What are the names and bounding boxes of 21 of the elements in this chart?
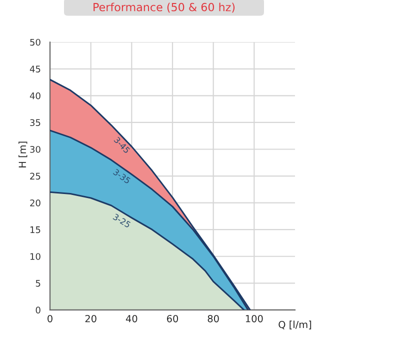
y-tick-label: 10 xyxy=(30,253,40,260)
x-tick-label: 20 xyxy=(85,314,96,322)
chart-title: Performance (50 & 60 hz) xyxy=(94,2,235,13)
series-label: 3-25 xyxy=(112,213,131,228)
y-tick-label: 20 xyxy=(30,200,40,206)
x-tick-label: 60 xyxy=(166,314,178,322)
y-tick-label: 30 xyxy=(30,146,40,153)
y-tick-label: 0 xyxy=(36,306,40,314)
x-tick-label: 0 xyxy=(48,314,52,322)
y-tick-label: 35 xyxy=(30,119,40,126)
y-tick-label: 40 xyxy=(30,92,40,100)
y-tick-label: 15 xyxy=(30,226,40,234)
x-tick-label: 40 xyxy=(126,314,138,322)
y-tick-label: 45 xyxy=(30,66,40,72)
x-tick-label: 80 xyxy=(208,314,219,322)
y-tick-label: 5 xyxy=(36,280,40,287)
x-axis-title: Q [l/m] xyxy=(278,320,312,330)
y-tick-label: 50 xyxy=(30,38,40,46)
y-tick-label: 25 xyxy=(30,172,40,180)
y-axis-title: H [m] xyxy=(18,142,28,168)
x-tick-label: 100 xyxy=(246,314,263,322)
